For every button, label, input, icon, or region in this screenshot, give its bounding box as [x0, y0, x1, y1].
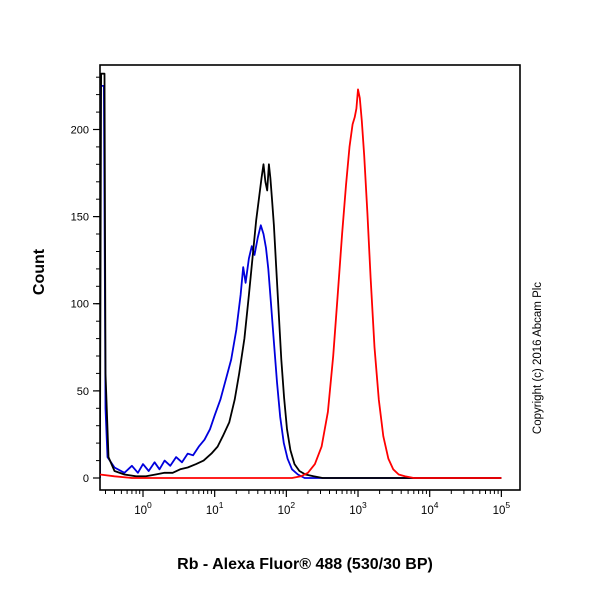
svg-text:0: 0	[83, 473, 89, 485]
x-axis-title: Rb - Alexa Fluor® 488 (530/30 BP)	[177, 556, 433, 573]
svg-text:104: 104	[421, 500, 439, 517]
blue-curve	[100, 85, 502, 479]
svg-text:103: 103	[349, 500, 367, 517]
red-curve	[100, 88, 502, 479]
copyright-text: Copyright (c) 2016 Abcam Plc	[532, 281, 544, 435]
svg-text:102: 102	[278, 500, 296, 517]
svg-text:101: 101	[206, 500, 224, 517]
svg-text:200: 200	[71, 125, 89, 137]
svg-text:150: 150	[71, 212, 89, 224]
black-curve	[100, 72, 502, 479]
svg-text:105: 105	[493, 500, 511, 517]
svg-text:50: 50	[77, 386, 89, 398]
svg-text:100: 100	[134, 500, 152, 517]
svg-text:100: 100	[71, 299, 89, 311]
